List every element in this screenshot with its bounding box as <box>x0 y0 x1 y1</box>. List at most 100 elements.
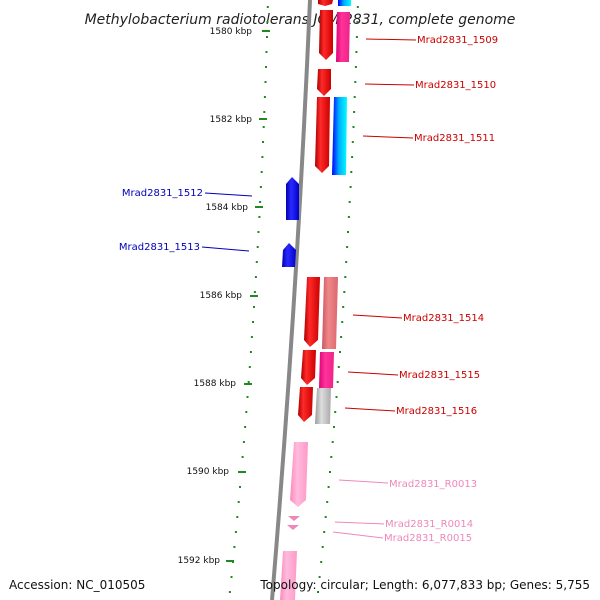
track-dot <box>340 336 343 338</box>
leader-line <box>338 479 389 484</box>
track-dot <box>345 261 348 263</box>
gene-label-1514[interactable]: Mrad2831_1514 <box>403 313 484 324</box>
track-dot <box>258 216 261 218</box>
track-dot <box>260 171 263 173</box>
gene-label-1510[interactable]: Mrad2831_1510 <box>415 80 496 91</box>
leader-line <box>332 531 384 539</box>
gene-arrow-1513[interactable] <box>282 243 296 267</box>
gene-label-1511[interactable]: Mrad2831_1511 <box>414 133 495 144</box>
track-dot <box>264 81 267 83</box>
track-dot <box>324 516 327 518</box>
tick-label: 1588 kbp <box>194 379 237 389</box>
track-dot <box>351 156 354 158</box>
gene-label-1509[interactable]: Mrad2831_1509 <box>417 35 498 46</box>
leader-line <box>364 83 415 86</box>
track-dot <box>253 291 256 293</box>
gene-arrow-1509-inner[interactable] <box>336 12 350 62</box>
track-dot <box>339 351 341 353</box>
track-dot <box>256 246 259 248</box>
rna-arrow-R0014[interactable] <box>288 516 300 521</box>
track-dot <box>343 291 346 293</box>
rna-arrow-R0015[interactable] <box>287 525 299 530</box>
track-dot <box>344 276 347 278</box>
gene-arrow-1512[interactable] <box>286 177 299 220</box>
gene-arrow[interactable] <box>338 0 351 6</box>
track-dot <box>356 21 359 23</box>
tick-label: 1580 kbp <box>210 27 253 37</box>
track-dot <box>318 576 321 578</box>
gene-arrow-1509[interactable] <box>319 10 333 60</box>
track-dot <box>250 336 253 338</box>
track-dot <box>252 321 254 323</box>
genome-title: Methylobacterium radiotolerans JCM 2831,… <box>85 12 516 28</box>
track-dot <box>356 6 359 8</box>
track-dot <box>248 366 251 368</box>
leader-line <box>347 371 399 376</box>
track-dot <box>239 486 241 488</box>
gene-arrow-1514-inner[interactable] <box>322 277 338 349</box>
track-dot <box>228 591 231 593</box>
leader-line <box>365 38 417 41</box>
reverse-genes <box>282 177 299 267</box>
tick-label: 1584 kbp <box>206 203 249 213</box>
rna-arrow-R0013[interactable] <box>290 442 308 507</box>
track-dot <box>341 321 344 323</box>
tick-label: 1592 kbp <box>178 556 221 566</box>
track-dot <box>257 231 260 233</box>
track-dot <box>266 21 269 23</box>
track-dot <box>354 66 357 68</box>
tick-label: 1590 kbp <box>187 467 230 477</box>
track-dot <box>346 246 349 248</box>
gene-label-R0013[interactable]: Mrad2831_R0013 <box>389 479 477 490</box>
tick-label: 1586 kbp <box>200 291 243 301</box>
gene-arrow-1515-inner[interactable] <box>319 352 334 388</box>
track-dot <box>263 96 266 98</box>
track-dot <box>329 471 331 473</box>
gene-label-1516[interactable]: Mrad2831_1516 <box>396 406 477 417</box>
gene-label-1515[interactable]: Mrad2831_1515 <box>399 370 480 381</box>
track-dot <box>255 261 258 263</box>
track-dot <box>237 501 240 503</box>
leader-line <box>334 521 385 525</box>
gene-arrow-1514[interactable] <box>304 277 320 347</box>
track-dot <box>326 501 329 503</box>
topology-text: Topology: circular; Length: 6,077,833 bp… <box>260 578 590 592</box>
backbone-line <box>270 0 312 600</box>
gene-arrow[interactable] <box>318 0 333 6</box>
track-dot <box>232 561 234 563</box>
track-dot <box>320 561 323 563</box>
rna-arrow-bottom[interactable] <box>280 551 297 600</box>
rna-genes <box>280 442 308 600</box>
gene-arrow-1516[interactable] <box>298 387 313 422</box>
gene-arrow-1515[interactable] <box>301 350 316 385</box>
gene-arrow-1511-inner[interactable] <box>332 97 347 175</box>
track-dot <box>333 426 335 428</box>
track-dot <box>351 141 354 143</box>
track-dot <box>327 486 330 488</box>
gene-label-1512[interactable]: Mrad2831_1512 <box>122 188 203 199</box>
track-dot <box>350 171 353 173</box>
track-dot <box>244 426 247 428</box>
track-dot <box>323 531 326 533</box>
track-dot <box>353 111 356 113</box>
left-dot-track <box>228 6 269 593</box>
track-dot <box>254 276 257 278</box>
gene-arrow-1516-inner[interactable] <box>315 388 331 424</box>
track-dot <box>233 546 236 548</box>
gene-arrow-1510[interactable] <box>317 69 331 96</box>
track-dot <box>347 231 349 233</box>
track-dot <box>317 591 319 593</box>
gene-label-1513[interactable]: Mrad2831_1513 <box>119 242 200 253</box>
track-dot <box>336 381 339 383</box>
track-dot <box>321 546 324 548</box>
gene-arrow-1511[interactable] <box>315 97 330 173</box>
gene-label-R0015[interactable]: Mrad2831_R0015 <box>384 533 472 544</box>
track-dot <box>240 471 243 473</box>
track-dot <box>342 306 345 308</box>
track-dot <box>355 36 358 38</box>
gene-label-R0014[interactable]: Mrad2831_R0014 <box>385 519 473 530</box>
track-dot <box>349 186 352 188</box>
leader-line <box>201 246 250 252</box>
track-dot <box>355 51 358 53</box>
